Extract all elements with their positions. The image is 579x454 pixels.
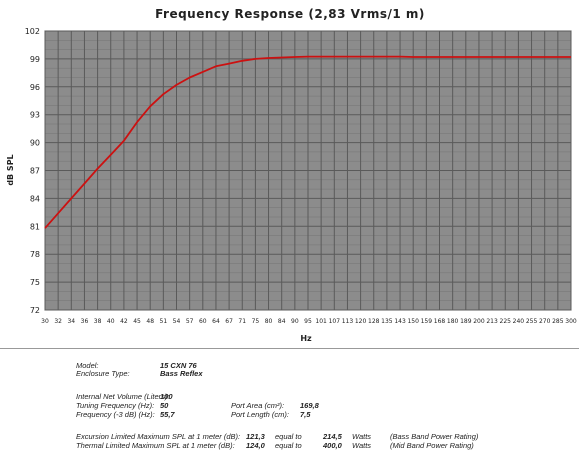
x-tick-label: 38 — [94, 318, 102, 325]
x-tick-label: 80 — [265, 318, 273, 325]
x-tick-label: 225 — [500, 318, 512, 325]
y-tick-label: 93 — [30, 111, 40, 120]
x-tick-label: 34 — [67, 318, 75, 325]
excursion-watts: 214,5 — [323, 432, 342, 441]
y-tick-label: 99 — [30, 55, 40, 64]
x-tick-label: 113 — [342, 318, 354, 325]
x-tick-label: 42 — [120, 318, 128, 325]
y-tick-label: 84 — [30, 194, 40, 203]
x-tick-label: 75 — [252, 318, 260, 325]
y-tick-label: 87 — [30, 167, 40, 176]
x-tick-label: 213 — [486, 318, 498, 325]
thermal-unit: Watts — [352, 441, 372, 450]
port-length-label: Port Length (cm): — [231, 410, 289, 419]
x-tick-label: 54 — [173, 318, 181, 325]
series-line — [44, 55, 571, 229]
x-tick-label: 120 — [355, 318, 367, 325]
chart-title: Frequency Response (2,83 Vrms/1 m) — [155, 7, 425, 21]
x-tick-label: 57 — [186, 318, 194, 325]
x-tick-label: 143 — [394, 318, 406, 325]
x-tick-label: 300 — [565, 318, 577, 325]
frequency-response-chart: Frequency Response (2,83 Vrms/1 m) 72757… — [6, 7, 577, 343]
x-tick-label: 40 — [107, 318, 115, 325]
port-length-value: 7,5 — [300, 410, 311, 419]
volume-label: Internal Net Volume (Liters): — [76, 392, 170, 401]
y-tick-label: 75 — [30, 278, 40, 287]
thermal-value: 124,0 — [246, 441, 265, 450]
x-tick-label: 135 — [381, 318, 393, 325]
y-tick-label: 78 — [30, 250, 40, 259]
model-value: 15 CXN 76 — [160, 361, 197, 370]
x-tick-label: 150 — [407, 318, 419, 325]
y-tick-label: 90 — [30, 139, 40, 148]
x-tick-label: 180 — [447, 318, 459, 325]
excursion-label: Excursion Limited Maximum SPL at 1 meter… — [76, 432, 241, 441]
tuning-value: 50 — [160, 401, 169, 410]
tuning-label: Tuning Frequency (Hz): — [76, 401, 155, 410]
x-tick-label: 270 — [539, 318, 551, 325]
y-axis-label: dB SPL — [6, 154, 15, 185]
x-tick-label: 95 — [304, 318, 312, 325]
specs-panel: Model: 15 CXN 76 Enclosure Type: Bass Re… — [0, 348, 579, 454]
x-tick-label: 36 — [81, 318, 89, 325]
excursion-equal: equal to — [275, 432, 302, 441]
thermal-label: Thermal Limited Maximum SPL at 1 meter (… — [76, 441, 235, 450]
x-tick-labels: 30 32 34 36 38 40 42 45 48 51 54 57 60 64 67 71 75 80 84 90… — [41, 318, 577, 325]
f3-label: Frequency (-3 dB) (Hz): — [76, 410, 155, 419]
enclosure-label: Enclosure Type: — [76, 369, 130, 378]
grid-lines — [44, 30, 572, 311]
x-tick-label: 30 — [41, 318, 49, 325]
excursion-note: (Bass Band Power Rating) — [390, 432, 479, 441]
x-tick-label: 90 — [291, 318, 299, 325]
f3-value: 55,7 — [160, 410, 175, 419]
x-tick-label: 101 — [315, 318, 327, 325]
thermal-equal: equal to — [275, 441, 302, 450]
x-tick-label: 285 — [552, 318, 564, 325]
y-tick-labels: 72 75 78 81 84 87 90 93 96 99 102 — [25, 27, 40, 315]
volume-value: 100 — [160, 392, 173, 401]
x-tick-label: 255 — [526, 318, 538, 325]
x-tick-label: 48 — [146, 318, 154, 325]
x-tick-label: 128 — [368, 318, 380, 325]
x-tick-label: 45 — [133, 318, 141, 325]
port-area-label: Port Area (cm²): — [231, 401, 285, 410]
x-tick-label: 168 — [434, 318, 446, 325]
x-tick-label: 189 — [460, 318, 472, 325]
model-label: Model: — [76, 361, 99, 370]
y-tick-label: 72 — [30, 306, 40, 315]
x-axis-label: Hz — [300, 334, 312, 343]
x-tick-label: 64 — [212, 318, 220, 325]
excursion-value: 121,3 — [246, 432, 265, 441]
x-tick-label: 51 — [160, 318, 168, 325]
x-tick-label: 71 — [238, 318, 246, 325]
y-tick-label: 96 — [30, 83, 40, 92]
y-tick-label: 81 — [30, 222, 40, 231]
port-area-value: 169,8 — [300, 401, 319, 410]
x-tick-label: 84 — [278, 318, 286, 325]
excursion-unit: Watts — [352, 432, 372, 441]
x-tick-label: 67 — [225, 318, 233, 325]
x-tick-label: 107 — [329, 318, 341, 325]
enclosure-value: Bass Reflex — [160, 369, 203, 378]
thermal-watts: 400,0 — [323, 441, 342, 450]
y-tick-label: 102 — [25, 27, 40, 36]
x-tick-label: 159 — [421, 318, 433, 325]
x-tick-label: 240 — [513, 318, 525, 325]
thermal-note: (Mid Band Power Rating) — [390, 441, 474, 450]
series-layer — [44, 55, 571, 229]
x-tick-label: 200 — [473, 318, 485, 325]
x-tick-label: 32 — [54, 318, 62, 325]
x-tick-label: 60 — [199, 318, 207, 325]
